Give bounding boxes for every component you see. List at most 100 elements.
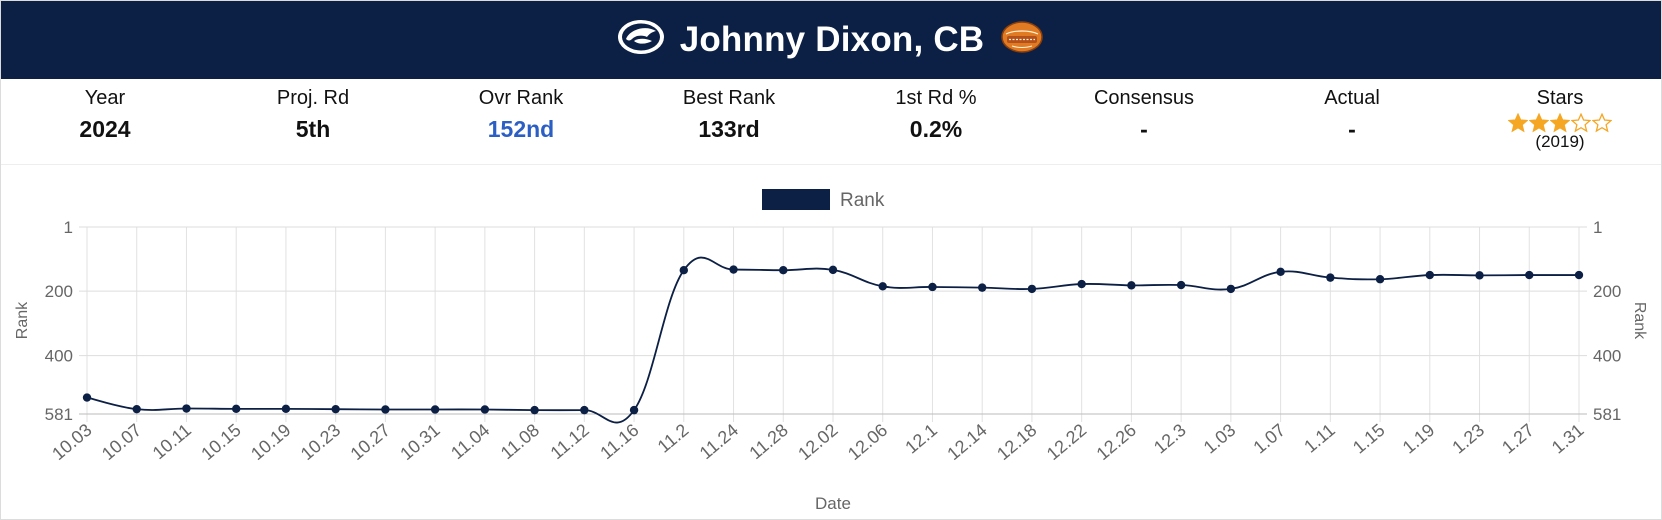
rank-data-point[interactable]: [580, 405, 589, 415]
legend-label[interactable]: Rank: [840, 190, 885, 211]
x-tick-label: 10.19: [247, 420, 294, 464]
x-tick-label: 1.23: [1448, 420, 1488, 458]
x-tick-label: 1.11: [1300, 420, 1339, 457]
y-tick-label-left: 400: [45, 347, 73, 366]
y-tick-label-right: 581: [1593, 405, 1621, 424]
stat-value: -: [1348, 116, 1356, 142]
rank-data-point[interactable]: [1226, 284, 1236, 294]
stat-value[interactable]: 152nd: [487, 116, 555, 142]
star-rating: [1455, 113, 1662, 133]
stat-ovr-rank: Ovr Rank 152nd: [416, 87, 626, 143]
rank-data-point[interactable]: [1027, 284, 1037, 294]
stat-label: Proj. Rd: [276, 87, 350, 109]
x-tick-label: 1.15: [1349, 420, 1389, 458]
stat-value: 133rd: [698, 116, 760, 142]
x-tick-label: 10.31: [396, 420, 443, 464]
x-axis-title: Date: [815, 494, 851, 513]
stat-stars: Stars (2019): [1455, 87, 1662, 152]
rank-data-point[interactable]: [480, 405, 490, 414]
stat-label: Ovr Rank: [478, 87, 564, 109]
x-tick-label: 1.27: [1498, 420, 1538, 458]
stat-label: Best Rank: [682, 87, 776, 109]
rank-data-point[interactable]: [1475, 271, 1484, 280]
rank-data-point[interactable]: [1574, 270, 1584, 280]
y-tick-label-left: 200: [45, 282, 73, 301]
x-tick-label: 12.1: [901, 420, 941, 458]
y-tick-label-left: 581: [45, 405, 73, 424]
rank-data-point[interactable]: [1375, 275, 1385, 284]
star-filled-icon: [1529, 113, 1549, 133]
x-tick-label: 10.07: [98, 420, 145, 464]
x-tick-label: 12.3: [1150, 420, 1190, 458]
rank-data-point[interactable]: [1077, 279, 1086, 289]
rank-data-point[interactable]: [281, 404, 291, 414]
x-tick-label: 1.19: [1399, 420, 1439, 458]
y-tick-label-right: 400: [1593, 347, 1621, 366]
rank-data-point[interactable]: [779, 266, 788, 275]
rank-data-point[interactable]: [729, 265, 738, 274]
x-tick-label: 1.07: [1249, 420, 1289, 458]
x-tick-label: 12.14: [943, 420, 990, 464]
x-tick-label: 11.24: [696, 420, 742, 463]
rank-data-point[interactable]: [1425, 270, 1435, 280]
rank-data-point[interactable]: [679, 266, 688, 275]
y-tick-label-right: 1: [1593, 218, 1602, 237]
rank-data-point[interactable]: [878, 282, 887, 291]
x-tick-label: 10.23: [297, 420, 344, 464]
stat-value: 5th: [295, 116, 331, 142]
x-tick-label: 11.2: [654, 420, 693, 457]
rank-data-point[interactable]: [82, 393, 92, 402]
x-tick-label: 12.18: [993, 420, 1040, 464]
penn-state-logo-icon: [616, 17, 666, 62]
stat-consensus: Consensus -: [1039, 87, 1249, 143]
rank-data-point[interactable]: [430, 405, 440, 414]
stat-first-round-pct: 1st Rd % 0.2%: [831, 87, 1041, 143]
x-tick-label: 10.27: [347, 420, 394, 464]
x-tick-label: 11.12: [547, 420, 593, 463]
x-tick-label: 12.02: [794, 420, 841, 464]
x-tick-label: 11.08: [497, 420, 543, 463]
x-tick-label: 11.04: [447, 420, 493, 463]
rank-data-point[interactable]: [381, 405, 390, 414]
rank-data-point[interactable]: [331, 404, 340, 414]
stat-proj-rd: Proj. Rd 5th: [208, 87, 418, 143]
stat-value: 0.2%: [909, 116, 963, 142]
rank-data-point[interactable]: [1127, 281, 1136, 290]
y-axis-title-right: Rank: [1631, 302, 1648, 340]
player-name-title: Johnny Dixon, CB: [679, 19, 985, 59]
rank-data-point[interactable]: [1326, 273, 1335, 282]
rank-data-point[interactable]: [530, 405, 539, 415]
x-tick-label: 1.31: [1548, 420, 1588, 458]
rank-data-point[interactable]: [978, 283, 987, 292]
stat-value: -: [1140, 116, 1148, 142]
x-tick-label: 10.11: [149, 420, 195, 463]
rank-data-point[interactable]: [828, 265, 838, 275]
rank-data-point[interactable]: [132, 404, 141, 414]
x-tick-label: 10.15: [197, 420, 244, 464]
stat-label: Year: [84, 87, 126, 109]
star-empty-icon: [1571, 113, 1591, 133]
stat-label: Stars: [1536, 87, 1584, 109]
y-tick-label-left: 1: [64, 218, 73, 237]
legend-swatch: [762, 189, 830, 210]
rank-data-point[interactable]: [1525, 270, 1534, 280]
x-tick-label: 12.22: [1043, 420, 1090, 464]
stat-value: 2024: [79, 116, 131, 142]
rank-data-point[interactable]: [928, 282, 937, 292]
rank-data-point[interactable]: [629, 405, 639, 415]
stat-label: Actual: [1324, 87, 1380, 109]
stat-actual: Actual -: [1247, 87, 1457, 143]
stat-best-rank: Best Rank 133rd: [624, 87, 834, 143]
y-axis-title-left: Rank: [14, 301, 31, 339]
x-tick-label: 10.03: [48, 420, 95, 464]
rank-data-point[interactable]: [1276, 267, 1285, 277]
rank-data-point[interactable]: [182, 404, 191, 413]
star-filled-icon: [1550, 113, 1570, 133]
star-empty-icon: [1592, 113, 1612, 133]
rank-data-point[interactable]: [232, 404, 241, 414]
x-tick-label: 12.06: [844, 420, 891, 464]
rank-data-point[interactable]: [1176, 280, 1186, 290]
stat-label: Consensus: [1093, 87, 1195, 109]
